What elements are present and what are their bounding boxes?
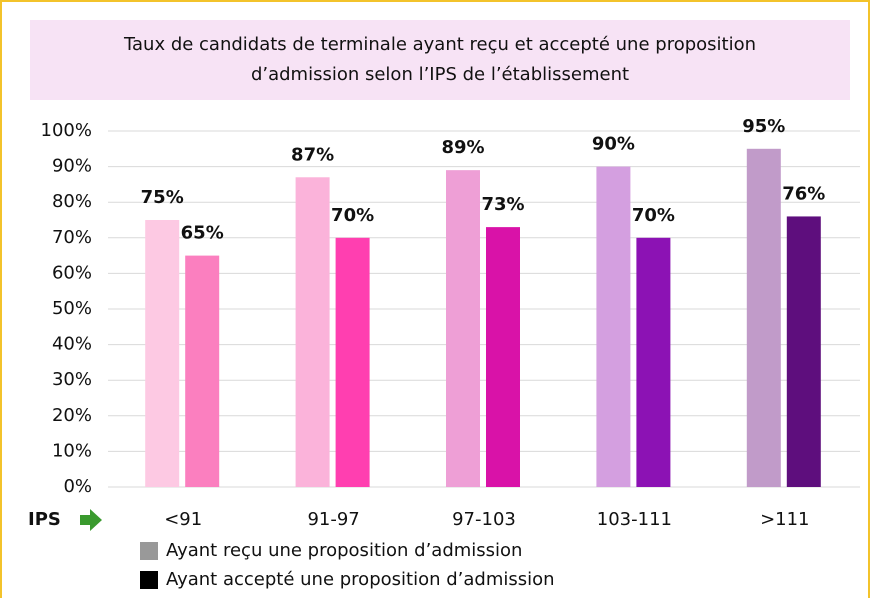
data-label: 75% bbox=[141, 187, 184, 208]
x-tick-label: <91 bbox=[164, 509, 202, 530]
legend-swatch bbox=[140, 542, 158, 560]
y-tick-label: 60% bbox=[52, 262, 92, 283]
y-tick-label: 80% bbox=[52, 191, 92, 212]
bar bbox=[636, 237, 671, 487]
y-tick-label: 40% bbox=[52, 334, 92, 355]
y-tick-label: 0% bbox=[63, 476, 92, 497]
y-tick-label: 20% bbox=[52, 405, 92, 426]
bar bbox=[786, 216, 821, 487]
bar bbox=[335, 237, 370, 487]
x-tick-label: 97-103 bbox=[452, 509, 516, 530]
data-label: 89% bbox=[441, 137, 484, 158]
bar bbox=[596, 166, 631, 487]
bar bbox=[145, 220, 180, 487]
bar bbox=[295, 177, 330, 487]
data-label: 70% bbox=[632, 205, 675, 226]
x-tick-label: 91-97 bbox=[307, 509, 359, 530]
legend-swatch bbox=[140, 571, 158, 589]
data-label: 76% bbox=[782, 183, 825, 204]
y-tick-label: 90% bbox=[52, 156, 92, 177]
y-tick-label: 50% bbox=[52, 298, 92, 319]
data-label: 65% bbox=[181, 223, 224, 244]
data-label: 95% bbox=[742, 116, 785, 137]
bar bbox=[746, 148, 781, 488]
y-tick-label: 100% bbox=[41, 120, 92, 141]
bar bbox=[446, 170, 480, 487]
legend-label: Ayant reçu une proposition d’admission bbox=[166, 540, 522, 561]
arrow bbox=[80, 509, 102, 531]
data-label: 70% bbox=[331, 205, 374, 226]
bar bbox=[185, 255, 220, 487]
x-tick-label: >111 bbox=[760, 509, 809, 530]
legend-label: Ayant accepté une proposition d’admissio… bbox=[166, 569, 555, 590]
bar bbox=[486, 227, 520, 487]
data-label: 87% bbox=[291, 144, 334, 165]
x-tick-label: 103-111 bbox=[597, 509, 672, 530]
data-label: 90% bbox=[592, 134, 635, 155]
title-box bbox=[30, 20, 850, 100]
y-tick-label: 10% bbox=[52, 440, 92, 461]
y-tick-label: 70% bbox=[52, 227, 92, 248]
chart-subtitle: d’admission selon l’IPS de l’établisseme… bbox=[251, 64, 629, 85]
y-tick-label: 30% bbox=[52, 369, 92, 390]
chart-title: Taux de candidats de terminale ayant reç… bbox=[123, 34, 756, 55]
x-axis-label: IPS bbox=[28, 509, 61, 530]
data-label: 73% bbox=[481, 194, 524, 215]
